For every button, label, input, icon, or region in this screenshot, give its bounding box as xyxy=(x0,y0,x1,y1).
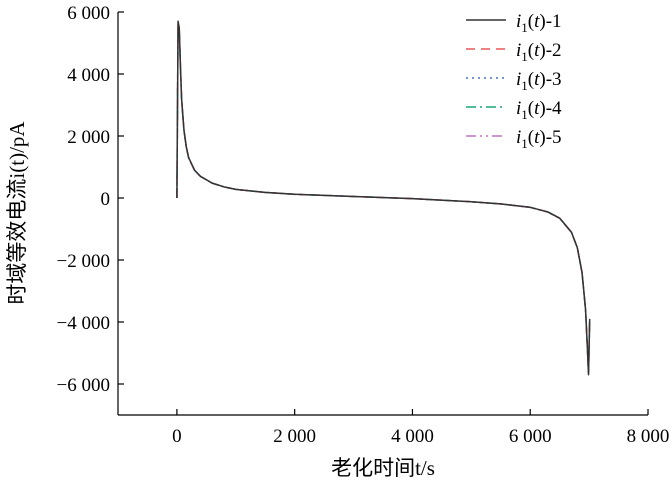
plot-frame xyxy=(118,12,648,415)
y-tick-label: −4 000 xyxy=(57,313,110,334)
legend-label: i1(t)-3 xyxy=(516,69,562,93)
y-tick-label: −6 000 xyxy=(57,375,110,396)
legend-label: i1(t)-4 xyxy=(516,98,562,122)
y-tick-label: −2 000 xyxy=(57,251,110,272)
axes: 0 2 000 4 000 6 000 8 000 6 000 4 000 2 000 0 −2… xyxy=(57,3,670,447)
x-ticks: 0 2 000 4 000 6 000 8 000 xyxy=(172,409,669,447)
y-tick-label: 0 xyxy=(101,189,111,210)
legend-label: i1(t)-5 xyxy=(516,127,562,151)
x-tick-label: 4 000 xyxy=(391,426,434,447)
y-axis-title: 时域等效电流i(t)/pA xyxy=(5,121,29,305)
y-tick-label: 4 000 xyxy=(67,65,110,86)
y-tick-label: 6 000 xyxy=(67,3,110,24)
y-ticks: 6 000 4 000 2 000 0 −2 000 −4 000 −6 000 xyxy=(57,3,124,396)
series-line xyxy=(176,20,591,376)
x-axis-title: 老化时间t/s xyxy=(331,456,435,480)
legend-label: i1(t)-2 xyxy=(516,40,562,64)
y-tick-label: 2 000 xyxy=(67,127,110,148)
legend: i1(t)-1 i1(t)-2 i1(t)-3 i1(t)-4 i1(t)-5 xyxy=(466,11,562,151)
x-tick-label: 2 000 xyxy=(273,426,316,447)
plot-area xyxy=(118,12,648,415)
series-lines xyxy=(176,20,591,376)
x-tick-label: 0 xyxy=(172,426,182,447)
x-tick-label: 6 000 xyxy=(509,426,552,447)
legend-label: i1(t)-1 xyxy=(516,11,562,35)
x-tick-label: 8 000 xyxy=(627,426,670,447)
